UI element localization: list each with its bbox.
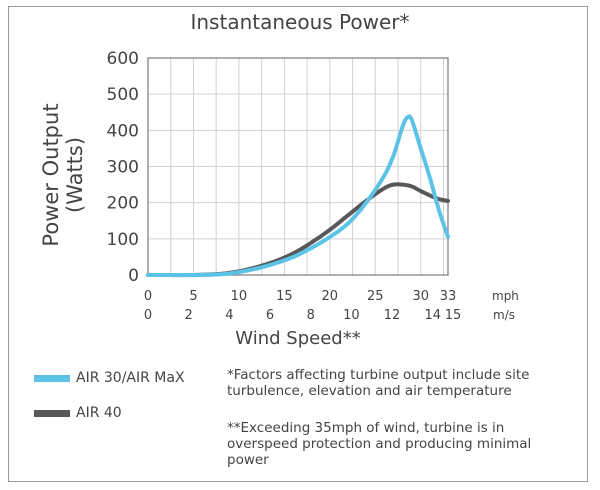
x-tick-label-ms: 2 bbox=[184, 308, 192, 323]
y-tick-label: 100 bbox=[107, 230, 139, 250]
x-unit-ms: m/s bbox=[493, 308, 515, 322]
x-tick-label-mph: 15 bbox=[276, 289, 293, 304]
legend-item-air30: AIR 30/AIR MaX bbox=[34, 370, 185, 386]
series-line-air30-airmax bbox=[146, 114, 450, 278]
x-tick-label-ms: 14 bbox=[424, 308, 441, 323]
x-tick-label-mph: 30 bbox=[412, 289, 429, 304]
x-tick-label-ms: 4 bbox=[225, 308, 233, 323]
chart-title: Instantaneous Power* bbox=[190, 10, 410, 34]
x-tick-label-ms: 15 bbox=[445, 308, 462, 323]
plot-border bbox=[147, 57, 449, 276]
x-tick-label-mph: 33 bbox=[440, 289, 457, 304]
x-tick-label-ms: 12 bbox=[384, 308, 401, 323]
y-tick-label: 300 bbox=[107, 158, 139, 178]
y-tick-label: 400 bbox=[107, 121, 139, 141]
note-factors: *Factors affecting turbine output includ… bbox=[227, 367, 530, 399]
x-tick-label-mph: 10 bbox=[231, 289, 248, 304]
x-tick-label-ms: 8 bbox=[307, 308, 315, 323]
legend-label-air40: AIR 40 bbox=[76, 405, 122, 421]
x-tick-label-mph: 0 bbox=[144, 289, 152, 304]
x-tick-label-ms: 6 bbox=[266, 308, 274, 323]
x-axis-label: Wind Speed** bbox=[235, 328, 361, 349]
legend-swatch-air30 bbox=[34, 374, 70, 382]
y-tick-label: 200 bbox=[107, 194, 139, 214]
legend-swatch-air40 bbox=[34, 409, 70, 417]
y-tick-label: 0 bbox=[128, 266, 139, 286]
y-tick-label: 600 bbox=[107, 49, 139, 69]
x-tick-label-mph: 5 bbox=[189, 289, 197, 304]
legend-label-air30: AIR 30/AIR MaX bbox=[76, 370, 185, 386]
chart-frame bbox=[8, 6, 588, 482]
x-tick-label-ms: 0 bbox=[144, 308, 152, 323]
x-tick-label-ms: 10 bbox=[343, 308, 360, 323]
y-tick-label: 500 bbox=[107, 85, 139, 105]
x-unit-mph: mph bbox=[492, 289, 519, 303]
x-tick-label-mph: 25 bbox=[367, 289, 384, 304]
x-tick-label-mph: 20 bbox=[322, 289, 339, 304]
note-overspeed: **Exceeding 35mph of wind, turbine is in… bbox=[227, 420, 532, 468]
legend-item-air40: AIR 40 bbox=[34, 405, 122, 421]
